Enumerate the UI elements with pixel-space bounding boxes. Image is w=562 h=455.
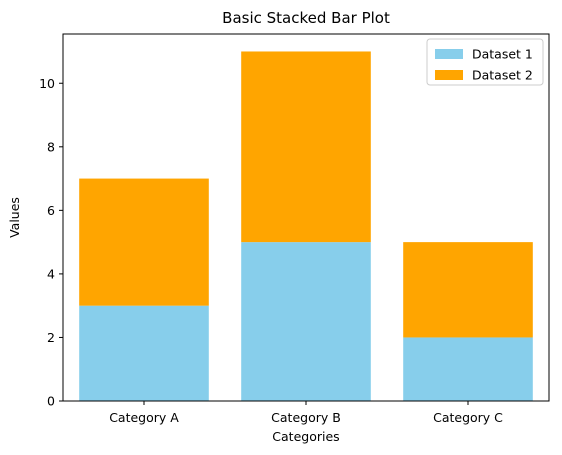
y-tick-label: 4 bbox=[47, 266, 55, 281]
legend-swatch bbox=[435, 49, 463, 59]
y-tick-label: 0 bbox=[47, 394, 55, 409]
x-axis-label: Categories bbox=[272, 429, 339, 444]
x-tick-label: Category A bbox=[109, 410, 179, 425]
legend-label: Dataset 2 bbox=[472, 68, 533, 83]
y-tick-label: 6 bbox=[47, 203, 55, 218]
x-tick-label: Category C bbox=[433, 410, 503, 425]
bar-segment bbox=[79, 178, 209, 306]
y-tick-label: 2 bbox=[47, 330, 55, 345]
y-tick-label: 8 bbox=[47, 139, 55, 154]
legend-swatch bbox=[435, 70, 463, 80]
plot-area bbox=[79, 51, 533, 401]
y-tick-label: 10 bbox=[39, 76, 55, 91]
chart-title: Basic Stacked Bar Plot bbox=[222, 9, 390, 27]
bar-segment bbox=[403, 337, 533, 401]
bar-segment bbox=[403, 242, 533, 338]
bar-segment bbox=[79, 305, 209, 401]
x-tick-label: Category B bbox=[271, 410, 341, 425]
legend: Dataset 1 Dataset 2 bbox=[426, 38, 544, 86]
bar-segment bbox=[241, 51, 371, 243]
axis-ticks: Category A Category B Category C 0 2 4 6 8 10 bbox=[39, 76, 503, 425]
legend-label: Dataset 1 bbox=[472, 47, 533, 62]
y-axis-label: Values bbox=[7, 197, 22, 238]
bar-segment bbox=[241, 242, 371, 401]
